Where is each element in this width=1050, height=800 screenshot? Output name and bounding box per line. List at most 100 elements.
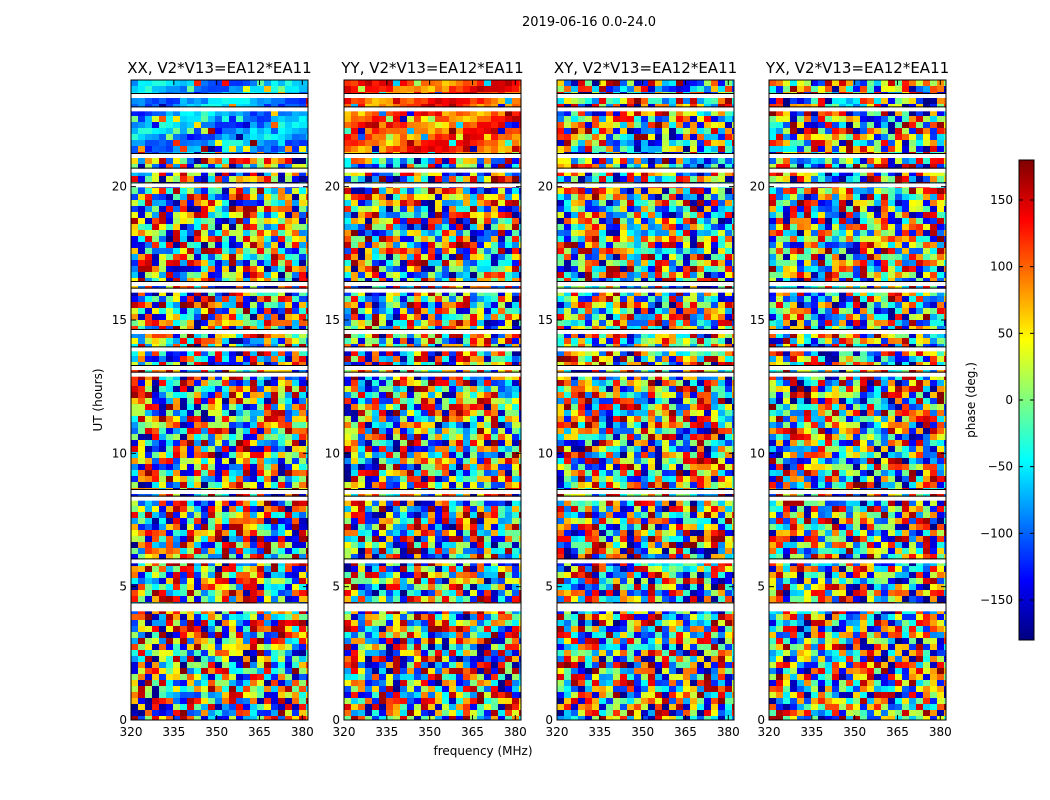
phase-cell	[243, 176, 251, 183]
phase-cell	[285, 500, 293, 507]
phase-cell	[456, 566, 464, 573]
phase-cell	[194, 314, 202, 321]
phase-cell	[278, 698, 286, 705]
phase-cell	[201, 638, 209, 645]
phase-cell	[257, 338, 265, 345]
phase-cell	[428, 446, 436, 453]
phase-cell	[173, 704, 181, 711]
phase-cell	[456, 110, 464, 117]
phase-cell	[215, 452, 223, 459]
phase-cell	[491, 356, 499, 363]
phase-cell	[477, 272, 485, 279]
phase-cell	[358, 338, 366, 345]
phase-cell	[372, 218, 380, 225]
phase-cell	[463, 368, 471, 375]
phase-cell	[299, 230, 307, 237]
phase-cell	[278, 158, 286, 165]
phase-cell	[519, 254, 521, 261]
phase-cell	[414, 548, 422, 555]
phase-cell	[173, 314, 181, 321]
phase-cell	[243, 704, 251, 711]
phase-cell	[166, 266, 174, 273]
phase-cell	[344, 392, 352, 399]
phase-cell	[145, 422, 153, 429]
phase-cell	[400, 434, 408, 441]
phase-cell	[264, 398, 272, 405]
phase-cell	[292, 482, 300, 489]
phase-cell	[498, 536, 506, 543]
phase-cell	[250, 716, 258, 720]
phase-cell	[463, 272, 471, 279]
phase-cell	[400, 410, 408, 417]
phase-cell	[414, 308, 422, 315]
phase-cell	[131, 158, 139, 165]
phase-cell	[152, 662, 160, 669]
phase-cell	[138, 698, 146, 705]
phase-cell	[379, 506, 387, 513]
phase-cell	[306, 512, 308, 519]
phase-cell	[358, 308, 366, 315]
phase-cell	[215, 398, 223, 405]
phase-cell	[306, 446, 308, 453]
phase-cell	[456, 80, 464, 87]
phase-cell	[257, 512, 265, 519]
phase-cell	[449, 314, 457, 321]
phase-cell	[491, 452, 499, 459]
phase-cell	[407, 350, 415, 357]
phase-cell	[470, 242, 478, 249]
phase-cell	[442, 284, 450, 291]
phase-cell	[229, 158, 237, 165]
phase-cell	[365, 356, 373, 363]
phase-cell	[358, 572, 366, 579]
phase-cell	[257, 212, 265, 219]
phase-cell	[271, 512, 279, 519]
phase-cell	[152, 566, 160, 573]
phase-cell	[519, 530, 521, 537]
phase-cell	[372, 164, 380, 171]
phase-cell	[250, 626, 258, 633]
phase-cell	[145, 158, 153, 165]
phase-cell	[358, 200, 366, 207]
phase-cell	[243, 146, 251, 153]
phase-cell	[250, 338, 258, 345]
phase-cell	[463, 476, 471, 483]
phase-cell	[215, 80, 223, 87]
phase-cell	[449, 392, 457, 399]
phase-cell	[351, 416, 359, 423]
phase-cell	[372, 140, 380, 147]
phase-cell	[428, 140, 436, 147]
phase-cell	[264, 146, 272, 153]
phase-cell	[449, 524, 457, 531]
phase-cell	[145, 542, 153, 549]
phase-cell	[414, 380, 422, 387]
phase-cell	[264, 224, 272, 231]
phase-cell	[145, 230, 153, 237]
phase-cell	[222, 296, 230, 303]
phase-cell	[222, 224, 230, 231]
phase-cell	[159, 626, 167, 633]
phase-cell	[208, 320, 216, 327]
phase-cell	[456, 386, 464, 393]
phase-cell	[414, 86, 422, 93]
phase-cell	[299, 584, 307, 591]
phase-cell	[222, 308, 230, 315]
phase-cell	[351, 398, 359, 405]
phase-cell	[131, 566, 139, 573]
phase-cell	[435, 272, 443, 279]
phase-cell	[519, 518, 521, 525]
phase-cell	[306, 140, 308, 147]
phase-cell	[131, 572, 139, 579]
phase-cell	[407, 314, 415, 321]
phase-cell	[222, 110, 230, 117]
phase-cell	[442, 374, 450, 381]
phase-cell	[243, 470, 251, 477]
phase-cell	[215, 134, 223, 141]
phase-cell	[470, 116, 478, 123]
phase-cell	[236, 260, 244, 267]
phase-cell	[386, 572, 394, 579]
phase-cell	[491, 236, 499, 243]
phase-cell	[236, 668, 244, 675]
phase-cell	[215, 638, 223, 645]
phase-cell	[173, 218, 181, 225]
phase-cell	[194, 512, 202, 519]
